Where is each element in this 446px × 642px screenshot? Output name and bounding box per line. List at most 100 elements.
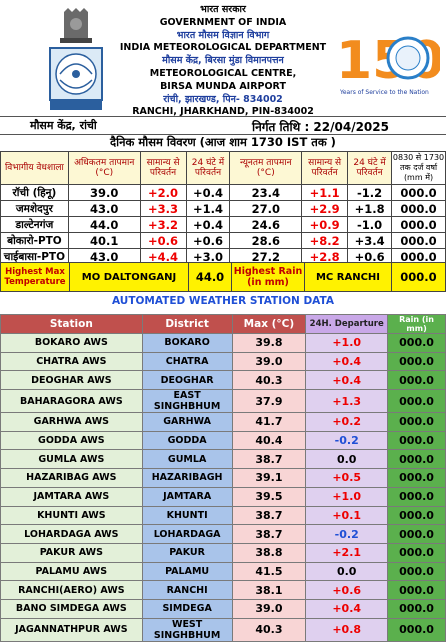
daily-cell-rain: 000.0 xyxy=(391,232,446,249)
aws-cell-dep: -0.2 xyxy=(305,524,389,544)
aws-row: BOKARO AWS BOKARO 39.8 +1.0 000.0 xyxy=(0,333,446,353)
aws-cell-rain: 000.0 xyxy=(387,598,446,619)
aws-section-title: AUTOMATED WEATHER STATION DATA xyxy=(112,295,334,307)
aws-cell-rain: 000.0 xyxy=(387,351,446,372)
daily-header-cell: सामान्य से परिवर्तन xyxy=(139,151,187,185)
aws-cell-max: 41.7 xyxy=(231,412,307,432)
aws-cell-dep: 0.0 xyxy=(305,561,389,582)
aws-cell-rain: 000.0 xyxy=(387,412,446,432)
aws-cell-station: GODDA AWS xyxy=(0,430,143,451)
aws-cell-rain: 000.0 xyxy=(387,524,446,544)
aws-row: GUMLA AWS GUMLA 38.7 0.0 000.0 xyxy=(0,449,446,470)
daily-cell-rain: 000.0 xyxy=(391,248,446,265)
aws-cell-district: KHUNTI xyxy=(141,505,233,526)
aws-cell-dep: +0.8 xyxy=(305,617,389,642)
highest-rain-label: Highest Rain (in mm) xyxy=(232,263,305,291)
daily-cell-min-24: -1.0 xyxy=(347,216,393,233)
aws-cell-rain: 000.0 xyxy=(387,486,446,507)
aws-cell-dep: +1.0 xyxy=(305,486,389,507)
report-header: भारत सरकार GOVERNMENT OF INDIA भारत मौसम… xyxy=(0,0,446,117)
aws-cell-station: HAZARIBAG AWS xyxy=(0,468,143,488)
aws-cell-dep: +0.2 xyxy=(305,412,389,432)
aws-cell-max: 40.3 xyxy=(231,617,307,642)
aws-header-max: Max (°C) xyxy=(231,314,307,334)
highlights-row: Highest Max Temperature MO DALTONGANJ 44… xyxy=(0,262,446,292)
aws-cell-rain: 000.0 xyxy=(387,580,446,600)
header-line-airport: BIRSA MUNDA AIRPORT xyxy=(160,80,286,92)
daily-cell-max: 43.0 xyxy=(67,200,141,217)
daily-cell-station: डाल्टेनगंज xyxy=(0,216,69,233)
daily-cell-max-24: +0.6 xyxy=(185,232,231,249)
daily-cell-min: 23.4 xyxy=(229,184,303,201)
header-line-centre: METEOROLOGICAL CENTRE, xyxy=(149,67,297,79)
daily-cell-max-dep: +2.0 xyxy=(139,184,187,201)
daily-cell-min: 24.6 xyxy=(229,216,303,233)
aws-header-station: Station xyxy=(0,314,143,334)
aws-cell-dep: +0.6 xyxy=(305,580,389,600)
daily-weather-table: विभागीय वेधशाला अधिकतम तापमान (°C) सामान्य… xyxy=(0,151,446,265)
daily-cell-station: बोकारो-PTO xyxy=(0,232,69,249)
daily-cell-min-24: -1.2 xyxy=(347,184,393,201)
logo-tagline: Years of Service to the Nation xyxy=(339,89,429,96)
aws-cell-district: RANCHI xyxy=(141,580,233,600)
aws-row: GARHWA AWS GARHWA 41.7 +0.2 000.0 xyxy=(0,412,446,432)
aws-cell-dep: +0.4 xyxy=(305,370,389,391)
daily-cell-max-24: +3.0 xyxy=(185,248,231,265)
aws-cell-station: BANO SIMDEGA AWS xyxy=(0,598,143,619)
aws-cell-rain: 000.0 xyxy=(387,561,446,582)
aws-cell-station: BAHARAGORA AWS xyxy=(0,389,143,414)
aws-cell-max: 39.8 xyxy=(231,333,307,353)
aws-cell-max: 38.8 xyxy=(231,542,307,563)
aws-cell-station: GUMLA AWS xyxy=(0,449,143,470)
aws-cell-station: DEOGHAR AWS xyxy=(0,370,143,391)
aws-cell-district: GODDA xyxy=(141,430,233,451)
daily-cell-min: 27.0 xyxy=(229,200,303,217)
aws-cell-district: HAZARIBAGH xyxy=(141,468,233,488)
aws-cell-dep: +0.4 xyxy=(305,598,389,619)
aws-row: RANCHI(AERO) AWS RANCHI 38.1 +0.6 000.0 xyxy=(0,580,446,600)
daily-cell-station: जमशेदपुर xyxy=(0,200,69,217)
daily-cell-min-dep: +2.9 xyxy=(301,200,349,217)
daily-cell-min: 27.2 xyxy=(229,248,303,265)
imd-150-years-logo: 150 Years of Service to the Nation xyxy=(336,31,440,96)
aws-cell-rain: 000.0 xyxy=(387,389,446,414)
aws-cell-dep: +0.5 xyxy=(305,468,389,488)
header-line-hindi-centre: मौसम केंद्र, बिरसा मुंडा विमानपत्तन xyxy=(162,55,284,67)
aws-cell-station: BOKARO AWS xyxy=(0,333,143,353)
daily-cell-max-dep: +0.6 xyxy=(139,232,187,249)
aws-row: HAZARIBAG AWS HAZARIBAGH 39.1 +0.5 000.0 xyxy=(0,468,446,488)
aws-cell-district: GARHWA xyxy=(141,412,233,432)
aws-cell-district: GUMLA xyxy=(141,449,233,470)
aws-row: DEOGHAR AWS DEOGHAR 40.3 +0.4 000.0 xyxy=(0,370,446,391)
national-emblem-logo xyxy=(49,6,103,110)
highest-max-label: Highest Max Temperature xyxy=(1,263,70,291)
centre-name: मौसम केंद्र, रांची xyxy=(30,119,97,132)
daily-cell-rain: 000.0 xyxy=(391,200,446,217)
aws-cell-max: 39.0 xyxy=(231,598,307,619)
daily-cell-max: 40.1 xyxy=(67,232,141,249)
aws-row: KHUNTI AWS KHUNTI 38.7 +0.1 000.0 xyxy=(0,505,446,526)
aws-cell-rain: 000.0 xyxy=(387,617,446,642)
daily-cell-min-24: +0.6 xyxy=(347,248,393,265)
daily-row: रॉची (हिनू) 39.0 +2.0 +0.4 23.4 +1.1 -1.2 000.0 xyxy=(0,184,446,201)
aws-cell-station: LOHARDAGA AWS xyxy=(0,524,143,544)
aws-cell-max: 38.7 xyxy=(231,524,307,544)
aws-cell-rain: 000.0 xyxy=(387,370,446,391)
aws-row: JAMTARA AWS JAMTARA 39.5 +1.0 000.0 xyxy=(0,486,446,507)
aws-cell-dep: +0.4 xyxy=(305,351,389,372)
daily-cell-station: रॉची (हिनू) xyxy=(0,184,69,201)
aws-table: Station District Max (°C) 24H. Departure… xyxy=(0,314,446,642)
daily-cell-max-24: +1.4 xyxy=(185,200,231,217)
daily-cell-min-24: +1.8 xyxy=(347,200,393,217)
daily-cell-min-24: +3.4 xyxy=(347,232,393,249)
aws-cell-rain: 000.0 xyxy=(387,542,446,563)
aws-cell-max: 40.3 xyxy=(231,370,307,391)
daily-cell-min: 28.6 xyxy=(229,232,303,249)
header-line-hindi-imd: भारत मौसम विज्ञान विभाग xyxy=(176,29,270,41)
issue-date: निर्गत तिथि : 22/04/2025 xyxy=(252,120,389,134)
aws-header-rain: Rain (in mm) xyxy=(387,314,446,334)
aws-cell-rain: 000.0 xyxy=(387,430,446,451)
aws-header-departure: 24H. Departure xyxy=(305,314,389,334)
aws-cell-rain: 000.0 xyxy=(387,468,446,488)
